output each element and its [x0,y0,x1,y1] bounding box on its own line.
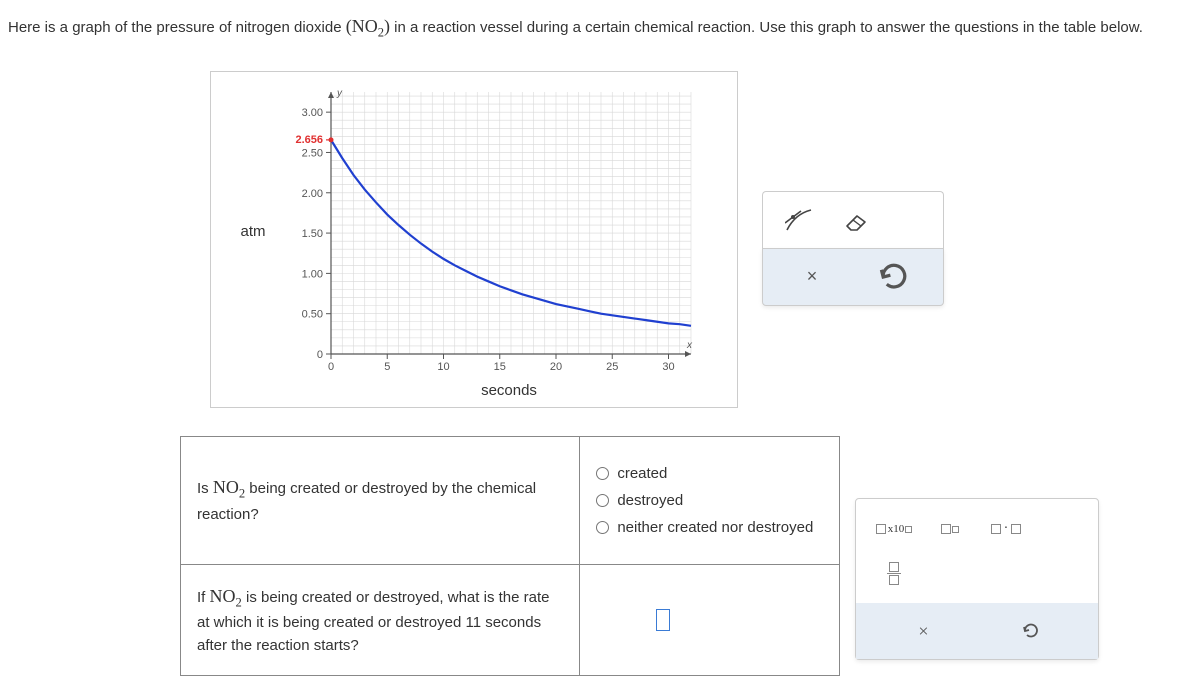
question-2: If NO2 is being created or destroyed, wh… [181,564,580,675]
svg-text:5: 5 [384,361,390,373]
pressure-graph[interactable]: atm x y 0 5 10 15 20 25 30 0 0.50 1.00 1.50 2.00 2.50 3… [210,71,738,408]
answer-1: created destroyed neither created nor dest… [580,436,840,564]
placeholder-icon [889,575,899,585]
x-icon: × [807,266,818,287]
radio-label: destroyed [617,492,683,509]
placeholder-icon [941,524,951,534]
svg-text:2.00: 2.00 [302,188,323,200]
prompt-after: in a reaction vessel during a certain ch… [394,19,1143,36]
fraction-button[interactable] [870,555,918,591]
clear-graph-button[interactable]: × [794,261,830,293]
svg-text:25: 25 [606,361,618,373]
svg-text:30: 30 [662,361,674,373]
table-row: If NO2 is being created or destroyed, wh… [181,564,840,675]
radio-input[interactable] [596,494,609,507]
tangent-icon [785,208,813,232]
rate-input[interactable] [656,609,670,631]
svg-text:2.50: 2.50 [302,147,323,159]
svg-text:1.00: 1.00 [302,268,323,280]
eraser-tool-button[interactable] [837,204,873,236]
formula-no2: (NO2) [346,16,390,36]
chart-canvas[interactable]: x y 0 5 10 15 20 25 30 0 0.50 1.00 1.50 2.00 2.50 3.00 2… [283,82,703,382]
svg-text:10: 10 [437,361,449,373]
undo-icon [876,259,912,295]
placeholder-icon [889,562,899,572]
svg-text:20: 20 [550,361,562,373]
graph-tool-panel: × [762,191,944,306]
tangent-tool-button[interactable] [781,204,817,236]
sci-notation-button[interactable]: x10 [870,511,918,547]
svg-text:1.50: 1.50 [302,228,323,240]
placeholder-icon [905,526,912,533]
svg-text:2.656: 2.656 [295,134,323,146]
undo-graph-button[interactable] [876,261,912,293]
x-icon: × [918,621,928,642]
svg-text:0: 0 [317,349,323,361]
x-axis-label: seconds [293,382,725,399]
placeholder-icon [876,524,886,534]
radio-label: neither created nor destroyed [617,519,813,536]
undo-input-button[interactable] [1007,613,1055,649]
svg-text:3.00: 3.00 [302,107,323,119]
svg-text:x: x [686,340,693,351]
radio-option[interactable]: destroyed [596,492,823,509]
svg-text:y: y [336,88,343,99]
undo-icon [1021,621,1041,641]
question-prompt: Here is a graph of the pressure of nitro… [0,0,1200,51]
table-row: Is NO2 being created or destroyed by the… [181,436,840,564]
svg-text:15: 15 [494,361,506,373]
svg-text:0.50: 0.50 [302,308,323,320]
radio-label: created [617,465,667,482]
radio-option[interactable]: neither created nor destroyed [596,519,823,536]
eraser-icon [841,208,869,232]
question-1: Is NO2 being created or destroyed by the… [181,436,580,564]
placeholder-icon [1011,524,1021,534]
radio-input[interactable] [596,521,609,534]
answer-table: Is NO2 being created or destroyed by the… [180,436,840,676]
y-axis-label: atm [223,223,283,240]
prompt-before: Here is a graph of the pressure of nitro… [8,19,346,36]
math-palette: x10 · × [855,498,1099,660]
svg-text:0: 0 [328,361,334,373]
exponent-button[interactable] [926,511,974,547]
radio-input[interactable] [596,467,609,480]
placeholder-icon [991,524,1001,534]
clear-input-button[interactable]: × [900,613,948,649]
placeholder-icon [952,526,959,533]
multiply-button[interactable]: · [982,511,1030,547]
radio-option[interactable]: created [596,465,823,482]
answer-2[interactable] [580,564,840,675]
